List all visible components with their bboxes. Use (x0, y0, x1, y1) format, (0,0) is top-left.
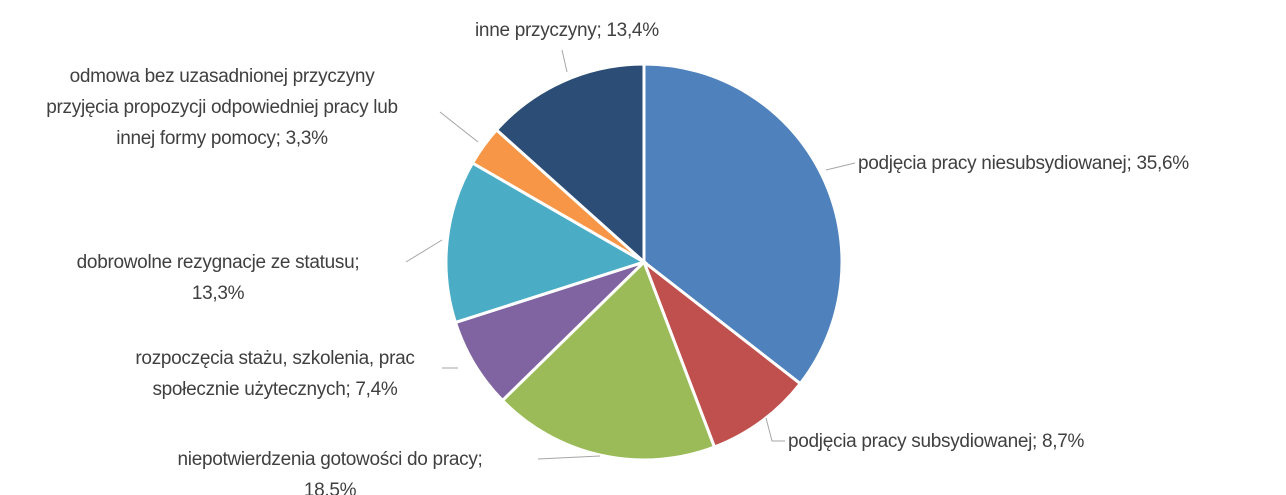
leader-line (537, 455, 601, 460)
data-label: dobrowolne rezygnacje ze statusu; 13,3% (76, 252, 360, 304)
data-label: rozpoczęcia stażu, szkolenia, prac społe… (135, 348, 415, 400)
pie-slice (642, 62, 844, 386)
pie-slice (640, 257, 803, 449)
leader-line (405, 239, 443, 263)
pie-slice (444, 160, 648, 325)
leader-line (765, 417, 785, 442)
data-label: odmowa bez uzasadnionej przyczyny przyję… (46, 66, 398, 149)
pie-slice (500, 259, 717, 462)
data-label: niepotwierdzenia gotowości do pracy; 18,… (177, 449, 483, 495)
data-label: inne przyczyny; 13,4% (475, 20, 659, 41)
data-label: podjęcia pracy subsydiowanej; 8,7% (788, 431, 1085, 452)
data-label: podjęcia pracy niesubsydiowanej; 35,6% (858, 153, 1189, 174)
pie-slice (494, 62, 646, 266)
leader-line (561, 49, 568, 73)
leader-line (825, 162, 856, 171)
leader-line (439, 111, 479, 143)
